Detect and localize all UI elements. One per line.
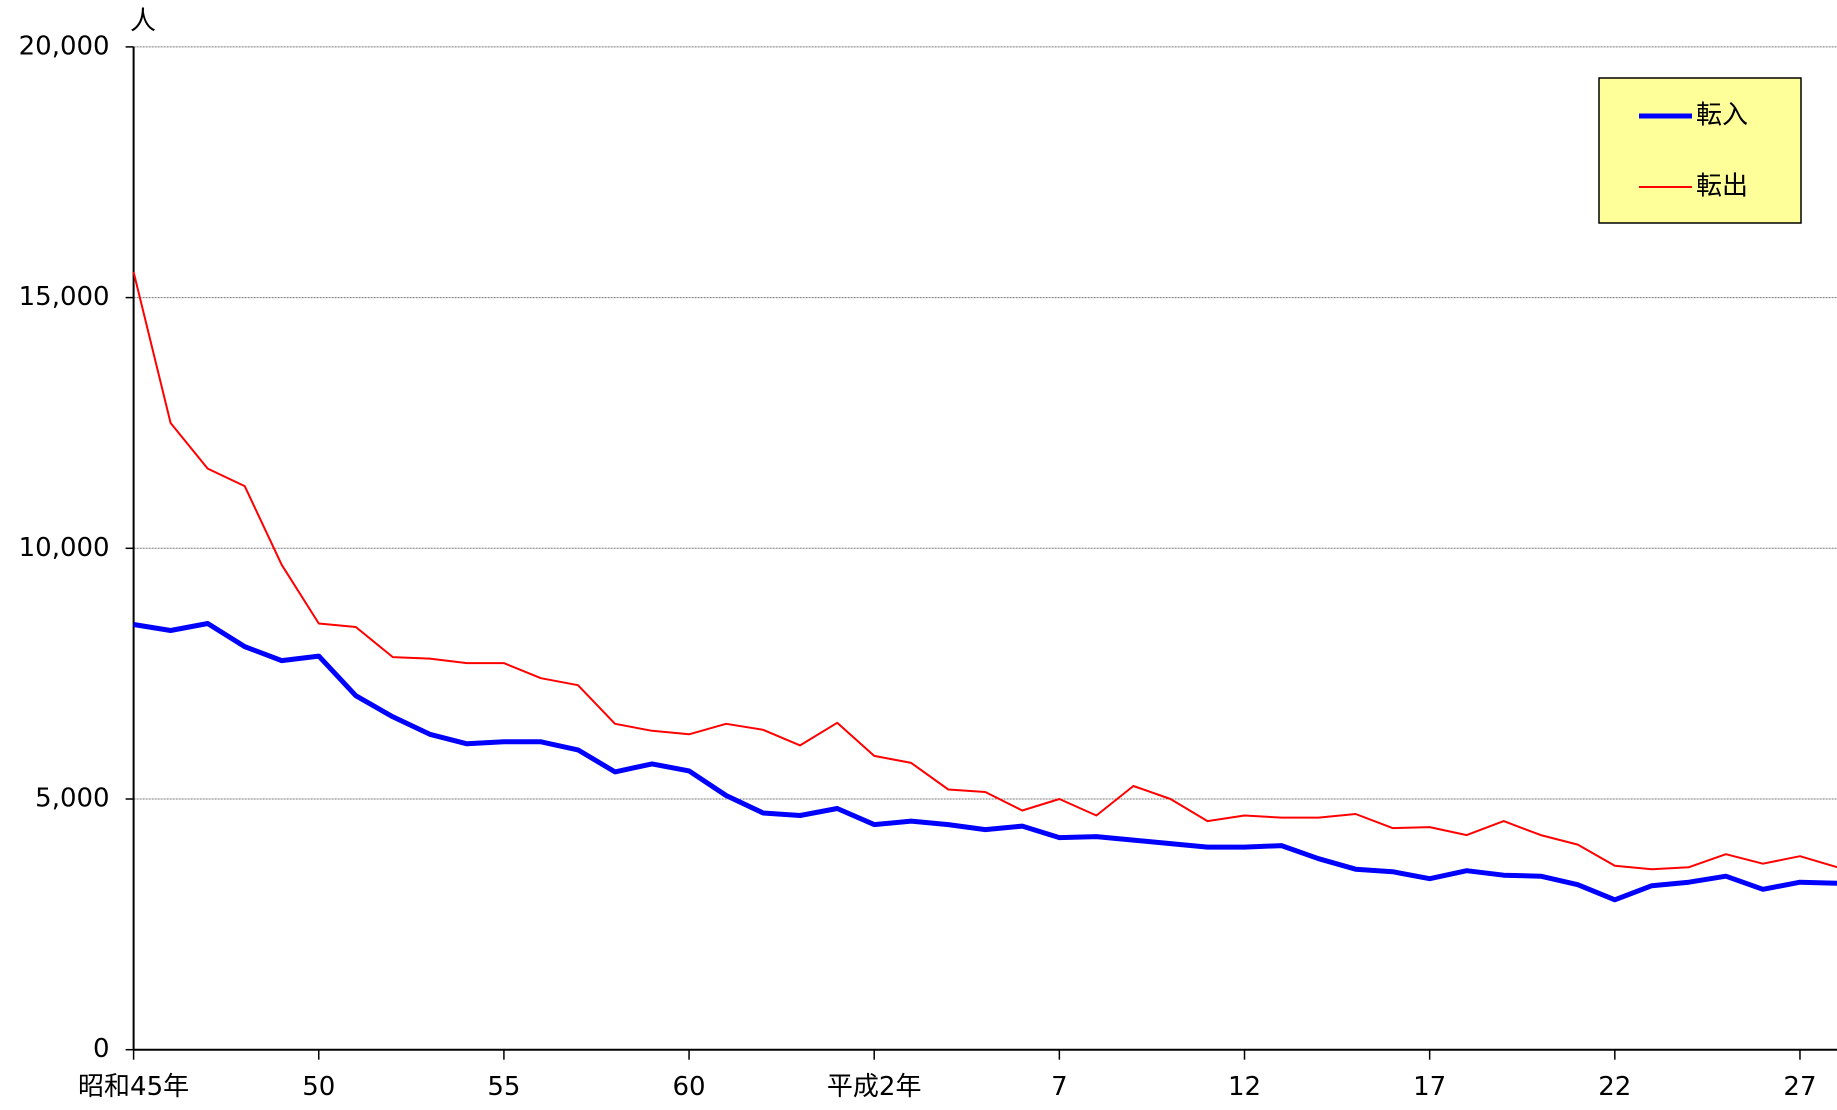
y-tick-label: 20,000 xyxy=(19,31,110,61)
x-tick-label: 60 xyxy=(673,1072,706,1102)
x-tick-label: 27 xyxy=(1783,1072,1816,1102)
x-tick-label: 50 xyxy=(302,1072,335,1102)
x-tick-label: 12 xyxy=(1228,1072,1261,1102)
x-tick-label: 7 xyxy=(1051,1072,1068,1102)
x-tick-label: 平成2年 xyxy=(827,1072,922,1102)
y-tick-label: 10,000 xyxy=(19,533,110,563)
line-series xyxy=(133,621,1837,903)
y-tick-label: 0 xyxy=(93,1034,110,1064)
y-unit: 人 xyxy=(130,7,156,37)
legend-label: 転出 xyxy=(1696,172,1748,202)
line-series xyxy=(132,271,1837,871)
x-tick-label: 昭和45年 xyxy=(78,1072,189,1102)
y-tick-label: 15,000 xyxy=(19,282,110,312)
x-tick-label: 17 xyxy=(1413,1072,1446,1102)
legend-label: 転入 xyxy=(1696,101,1748,131)
legend-box xyxy=(1598,77,1802,224)
y-tick-label: 5,000 xyxy=(35,784,109,814)
x-tick-label: 22 xyxy=(1598,1072,1631,1102)
x-tick-label: 55 xyxy=(487,1072,520,1102)
